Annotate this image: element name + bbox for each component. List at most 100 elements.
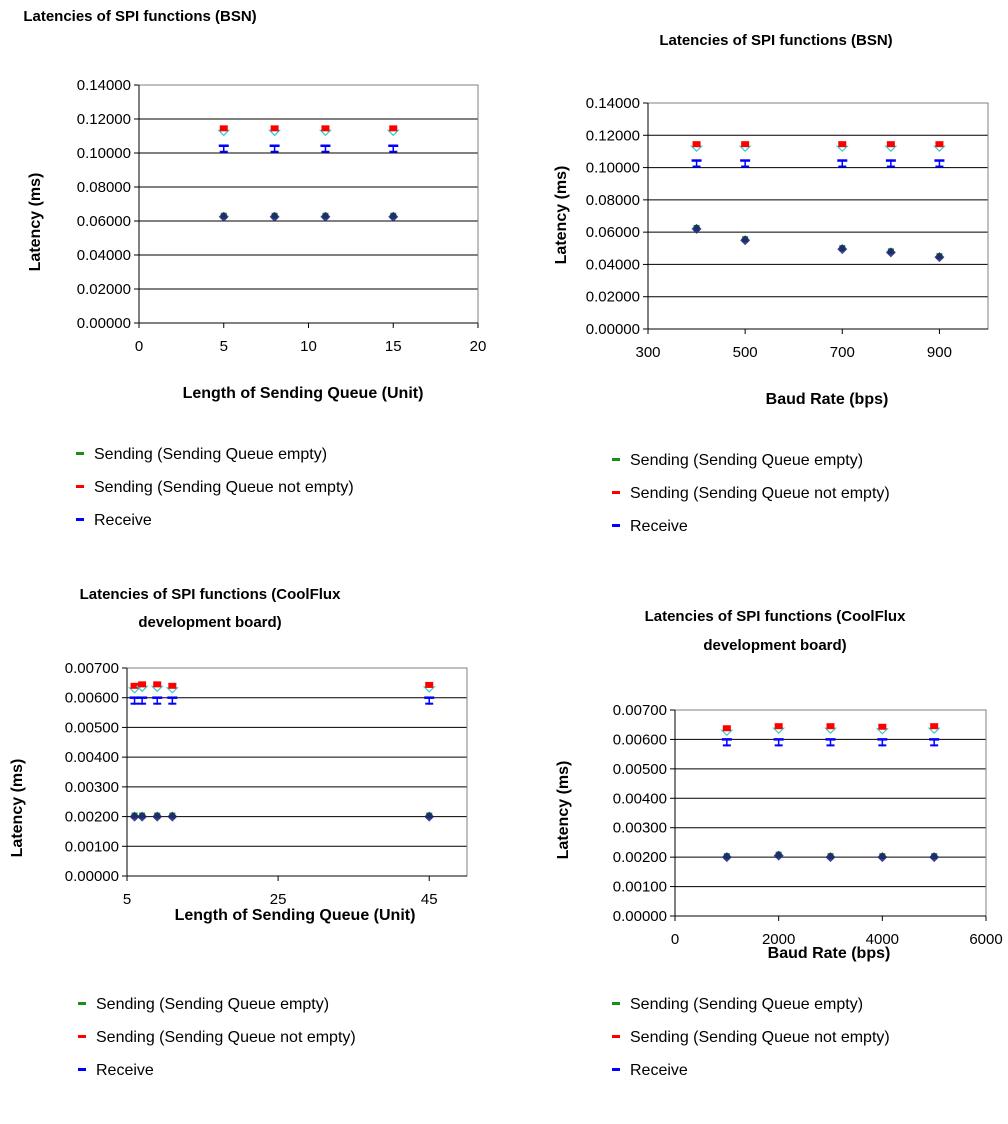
point-sending-empty: [877, 852, 888, 863]
legend-item-sending-not-empty: Sending (Sending Queue not empty): [78, 1021, 356, 1054]
y-tick-label: 0.04000: [77, 247, 131, 264]
legend-swatch-blue: [612, 524, 620, 528]
y-tick-label: 0.00300: [65, 779, 119, 796]
plot-area-frame: [126, 667, 468, 877]
legend-label: Receive: [94, 512, 152, 529]
y-tick-label: 0.08000: [77, 179, 131, 196]
legend-swatch-blue: [612, 1068, 620, 1072]
y-tick-label: 0.00000: [613, 908, 667, 925]
chart-4-ylabel: Latency (ms): [555, 761, 572, 860]
x-tick-label: 15: [385, 338, 402, 355]
y-tick-label: 0.00400: [613, 790, 667, 807]
x-tick-label: 0: [671, 931, 679, 948]
legend-label: Sending (Sending Queue not empty): [630, 1029, 890, 1046]
point-sending-empty: [773, 850, 784, 861]
y-tick-label: 0.00300: [613, 820, 667, 837]
y-tick-label: 0.00000: [77, 315, 131, 332]
point-sending-empty: [137, 811, 148, 822]
y-tick-label: 0.06000: [77, 213, 131, 230]
y-tick-label: 0.00600: [65, 690, 119, 707]
point-sending-not-empty: [878, 723, 887, 730]
legend-item-sending-empty: Sending (Sending Queue empty): [612, 988, 890, 1021]
y-tick-label: 0.02000: [77, 281, 131, 298]
point-sending-not-empty: [219, 125, 228, 132]
point-sending-empty: [929, 852, 940, 863]
y-tick-label: 0.06000: [586, 224, 640, 241]
chart-1-plot: 0.00000 0.02000 0.04000 0.06000 0.08000 0.100…: [77, 77, 487, 355]
y-tick-label: 0.10000: [586, 160, 640, 177]
point-sending-not-empty: [153, 681, 162, 688]
legend-label: Sending (Sending Queue empty): [96, 996, 330, 1013]
chart-3-title-line: Latencies of SPI functions (CoolFlux: [80, 586, 342, 603]
legend-swatch-green: [612, 458, 620, 462]
chart-2-title: Latencies of SPI functions (BSN): [659, 32, 892, 49]
y-tick-label: 0.00700: [65, 660, 119, 677]
point-sending-not-empty: [168, 682, 177, 689]
x-tick-label: 700: [830, 344, 855, 361]
legend-item-receive: Receive: [78, 1054, 356, 1087]
point-sending-empty: [388, 211, 399, 222]
y-tick-label: 0.00100: [613, 879, 667, 896]
point-sending-empty: [152, 811, 163, 822]
y-tick-label: 0.00000: [65, 868, 119, 885]
y-tick-label: 0.12000: [586, 127, 640, 144]
legend-swatch-blue: [78, 1068, 86, 1072]
chart-4: Latencies of SPI functions (CoolFlux deve…: [504, 570, 1008, 970]
x-tick-label: 10: [300, 338, 317, 355]
point-sending-not-empty: [722, 725, 731, 732]
plot-area-frame: [138, 84, 479, 324]
chart-3-svg: Latencies of SPI functions (CoolFlux deve…: [9, 586, 468, 924]
y-tick-label: 0.04000: [586, 256, 640, 273]
chart-4-xlabel: Baud Rate (bps): [768, 945, 891, 962]
x-tick-label: 20: [470, 338, 487, 355]
y-tick-label: 0.14000: [77, 77, 131, 94]
chart-1-legend: Sending (Sending Queue empty) Sending (S…: [76, 438, 354, 537]
legend-swatch-green: [76, 452, 84, 456]
legend-item-sending-not-empty: Sending (Sending Queue not empty): [612, 1021, 890, 1054]
chart-3: Latencies of SPI functions (CoolFlux deve…: [0, 570, 504, 970]
chart-1: Latencies of SPI functions (BSN) Latency…: [0, 0, 504, 410]
point-sending-empty: [825, 852, 836, 863]
legend-item-sending-not-empty: Sending (Sending Queue not empty): [612, 477, 890, 510]
chart-4-title-line: Latencies of SPI functions (CoolFlux: [645, 608, 907, 625]
x-tick-label: 300: [635, 344, 660, 361]
point-sending-not-empty: [270, 125, 279, 132]
point-sending-not-empty: [130, 682, 139, 689]
x-tick-label: 2000: [762, 931, 795, 948]
legend-swatch-blue: [76, 518, 84, 522]
legend-label: Receive: [96, 1062, 154, 1079]
point-sending-empty: [885, 247, 896, 258]
point-sending-not-empty: [930, 723, 939, 730]
point-sending-not-empty: [838, 141, 847, 148]
x-tick-label: 5: [220, 338, 228, 355]
chart-1-title: Latencies of SPI functions (BSN): [23, 8, 256, 25]
point-sending-not-empty: [886, 141, 895, 148]
x-tick-label: 500: [733, 344, 758, 361]
chart-2-ylabel: Latency (ms): [553, 166, 570, 265]
y-tick-label: 0.00000: [586, 321, 640, 338]
chart-4-svg: Latencies of SPI functions (CoolFlux deve…: [555, 608, 1003, 962]
point-sending-empty: [934, 252, 945, 263]
chart-1-title-line: Latencies of SPI functions (BSN): [23, 8, 256, 25]
y-tick-label: 0.00600: [613, 731, 667, 748]
chart-4-title: Latencies of SPI functions (CoolFlux deve…: [645, 608, 907, 654]
legend-item-sending-empty: Sending (Sending Queue empty): [76, 438, 354, 471]
chart-4-plot: 0.00000 0.00100 0.00200 0.00300 0.00400 0.005…: [613, 702, 1003, 948]
chart-1-svg: Latencies of SPI functions (BSN) Latency…: [23, 8, 487, 402]
point-sending-not-empty: [138, 681, 147, 688]
y-tick-label: 0.00200: [65, 809, 119, 826]
legend-label: Sending (Sending Queue empty): [630, 452, 864, 469]
chart-4-legend: Sending (Sending Queue empty) Sending (S…: [612, 988, 890, 1087]
x-tick-label: 900: [927, 344, 952, 361]
x-tick-label: 6000: [969, 931, 1002, 948]
y-tick-label: 0.00500: [65, 719, 119, 736]
legend-label: Sending (Sending Queue empty): [630, 996, 864, 1013]
legend-swatch-green: [78, 1002, 86, 1006]
y-tick-label: 0.10000: [77, 145, 131, 162]
legend-item-receive: Receive: [76, 504, 354, 537]
chart-2-title-line: Latencies of SPI functions (BSN): [659, 32, 892, 49]
legend-label: Sending (Sending Queue not empty): [94, 479, 354, 496]
point-sending-empty: [740, 235, 751, 246]
legend-item-sending-empty: Sending (Sending Queue empty): [612, 444, 890, 477]
legend-swatch-red: [612, 491, 620, 495]
